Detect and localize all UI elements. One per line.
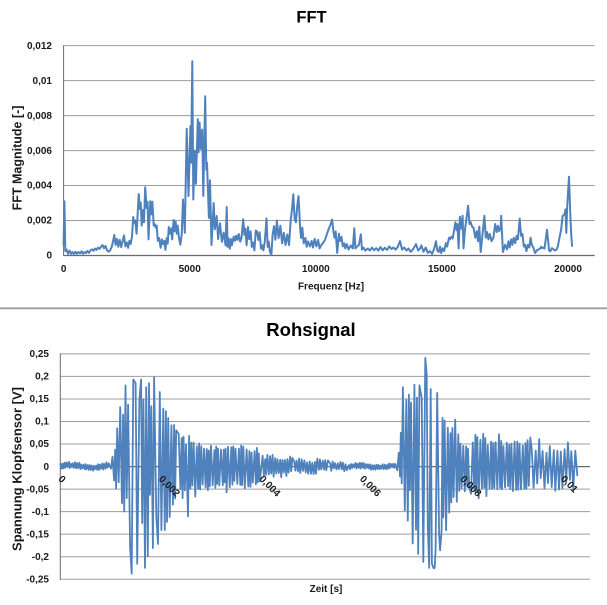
svg-text:FFT Magnitude [-]: FFT Magnitude [-]: [11, 106, 25, 211]
svg-text:0,01: 0,01: [33, 76, 53, 87]
svg-text:-0,25: -0,25: [26, 574, 49, 585]
svg-text:0: 0: [43, 462, 49, 473]
svg-text:-0,15: -0,15: [26, 529, 49, 540]
svg-text:0,002: 0,002: [27, 216, 52, 227]
svg-text:0: 0: [46, 251, 52, 262]
svg-text:-0,05: -0,05: [26, 484, 49, 495]
svg-text:0: 0: [61, 264, 67, 275]
svg-text:0,008: 0,008: [27, 111, 52, 122]
svg-text:0,012: 0,012: [27, 41, 52, 52]
svg-text:0,1: 0,1: [35, 417, 49, 428]
svg-text:-0,2: -0,2: [32, 552, 50, 563]
svg-text:0,15: 0,15: [30, 394, 50, 405]
svg-text:10000: 10000: [302, 264, 330, 275]
svg-text:0,006: 0,006: [27, 146, 52, 157]
svg-text:0,004: 0,004: [27, 181, 52, 192]
svg-text:0,2: 0,2: [35, 372, 49, 383]
svg-text:5000: 5000: [179, 264, 202, 275]
svg-text:0,05: 0,05: [30, 439, 50, 450]
svg-text:-0,1: -0,1: [32, 507, 50, 518]
svg-text:Frequenz [Hz]: Frequenz [Hz]: [298, 282, 364, 293]
svg-text:Zeit [s]: Zeit [s]: [310, 584, 343, 595]
svg-text:Spannung Klopfsensor [V]: Spannung Klopfsensor [V]: [10, 387, 25, 551]
svg-text:20000: 20000: [554, 264, 582, 275]
svg-text:0,25: 0,25: [30, 349, 50, 360]
svg-text:15000: 15000: [428, 264, 456, 275]
svg-text:FFT: FFT: [296, 9, 326, 27]
svg-text:Rohsignal: Rohsignal: [266, 319, 355, 340]
